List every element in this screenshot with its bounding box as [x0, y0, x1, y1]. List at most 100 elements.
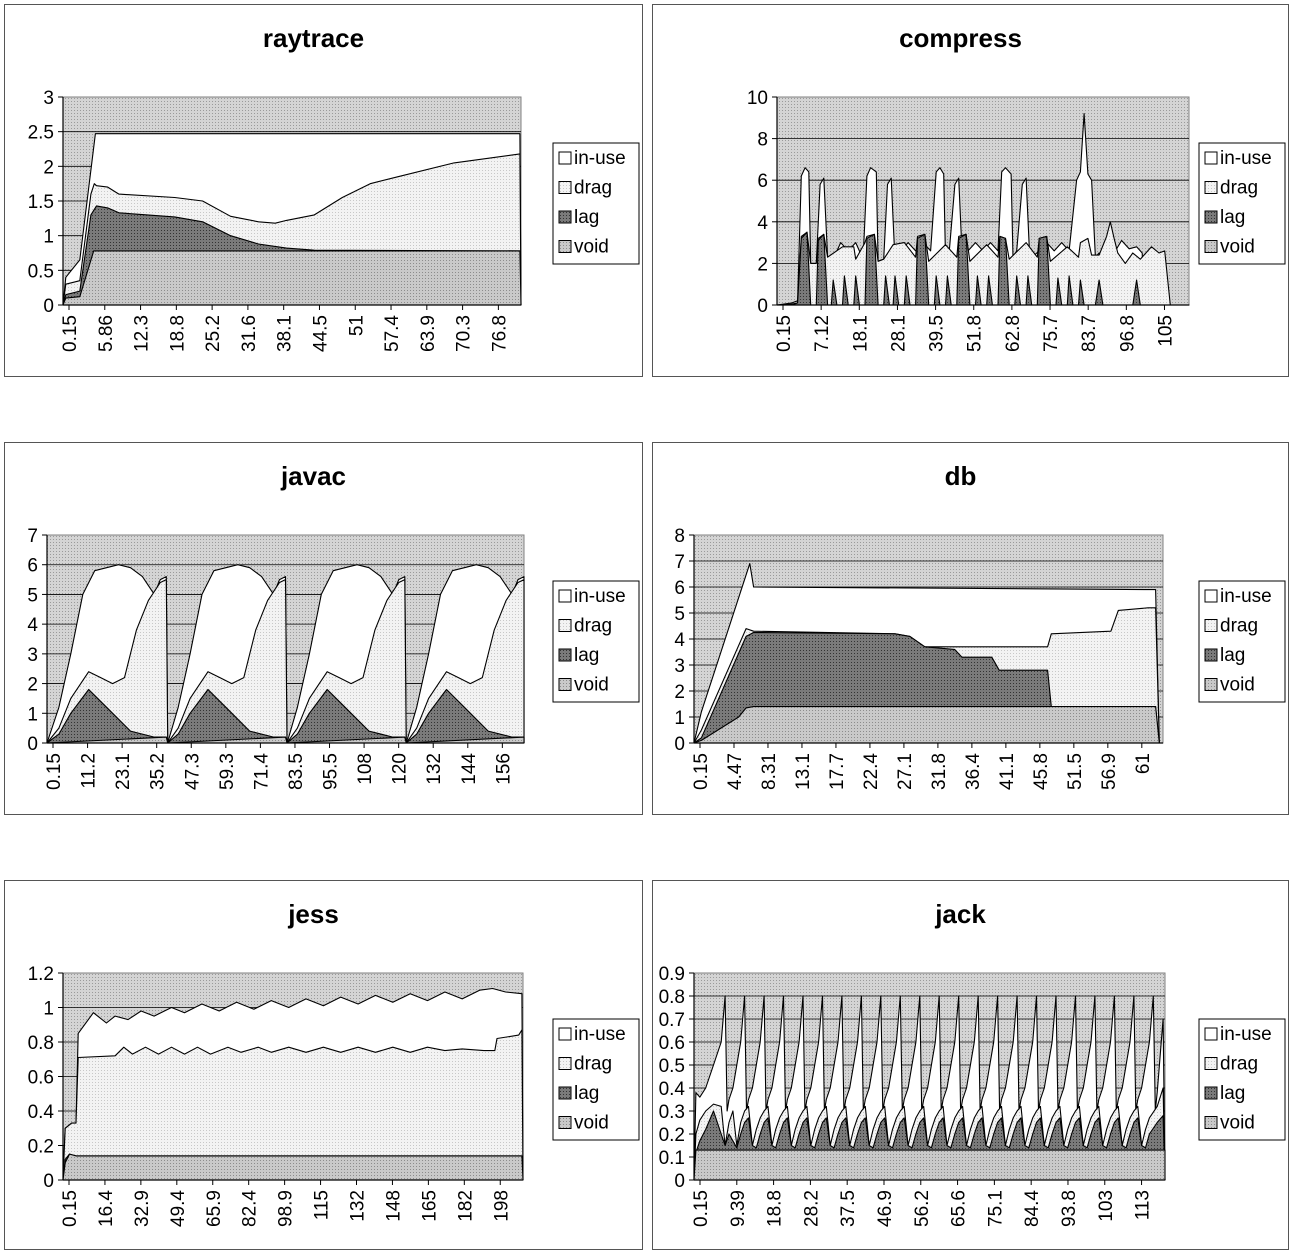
x-tick-label: 49.4 [168, 1190, 189, 1227]
series-area-void [62, 250, 522, 306]
y-tick-label: 8 [674, 526, 685, 547]
series-area-void [693, 706, 1160, 744]
chart-db: db 0 1 2 3 4 5 6 7 8 0.15 4.47 8.31 13.1 17.7 22.4 27.1 3… [674, 461, 1286, 790]
chart-panel-db: db 0 1 2 3 4 5 6 7 8 0.15 4.47 8.31 13.1 17.7 22.4 27.1 3… [652, 442, 1289, 815]
x-tick-label: 198 [491, 1190, 512, 1222]
x-tick-label: 57.4 [382, 315, 403, 352]
x-tick-label: 132 [424, 753, 445, 785]
y-tick-label: 7 [27, 526, 38, 547]
series-area-void [46, 736, 525, 744]
legend-swatch-in-use [1204, 589, 1218, 603]
x-tick-label: 105 [1155, 315, 1176, 347]
x-tick-label: 93.8 [1059, 1190, 1080, 1227]
x-tick-label: 65.6 [949, 1190, 970, 1227]
x-tick-label: 41.1 [997, 753, 1018, 790]
x-tick-label: 108 [355, 753, 376, 785]
legend-label-in-use: in-use [1220, 148, 1272, 169]
y-tick-label: 10 [747, 88, 768, 109]
legend: in-use drag lag void [552, 142, 640, 265]
x-tick-label: 4.47 [725, 753, 746, 790]
legend-label-drag: drag [574, 1054, 612, 1075]
chart-javac: javac 0 1 2 3 4 5 6 7 0.15 11.2 23.1 35.2 47.3 59.3 71.… [27, 461, 640, 790]
x-tick-label: 76.8 [489, 315, 510, 352]
x-tick-label: 23.1 [113, 753, 134, 790]
legend-swatch-void [558, 678, 572, 691]
y-tick-label: 2.5 [28, 123, 54, 144]
y-tick-label: 0 [674, 734, 685, 755]
y-tick-label: 8 [757, 130, 768, 151]
x-tick-label: 25.2 [203, 315, 224, 352]
series-area-lag [46, 688, 525, 744]
y-tick-label: 2 [757, 254, 768, 275]
x-tick-label: 47.3 [182, 753, 203, 790]
x-tick-label: 103 [1096, 1190, 1117, 1222]
y-tick-label: 0.5 [659, 1056, 685, 1077]
legend-label-lag: lag [1220, 1083, 1245, 1104]
x-tick-label: 83.5 [286, 753, 307, 790]
legend-swatch-drag [558, 1057, 572, 1070]
chart-panel-jack: jack 0 0.1 0.2 0.3 0.4 0.5 0.6 0.7 0.8 0.9 0.15 9.39… [652, 880, 1289, 1250]
y-tick-label: 1 [674, 708, 685, 729]
x-tick-label: 96.8 [1117, 315, 1138, 352]
y-tick-label: 4 [674, 630, 685, 651]
legend-label-lag: lag [1220, 207, 1245, 228]
x-tick-label: 37.5 [838, 1190, 859, 1227]
legend-label-drag: drag [574, 616, 612, 637]
legend-label-in-use: in-use [1220, 586, 1272, 607]
chart-panel-raytrace: raytrace 0 0.5 1 1.5 2 2.5 3 0.15 5.86 12.3 18.8 25.… [4, 4, 643, 377]
y-tick-label: 0.1 [659, 1148, 685, 1169]
chart-title: javac [280, 461, 346, 491]
legend-label-void: void [1220, 237, 1255, 258]
legend-label-void: void [574, 237, 609, 258]
y-tick-label: 0.8 [659, 987, 685, 1008]
x-tick-label: 113 [1133, 1190, 1154, 1220]
y-tick-label: 1.5 [28, 192, 54, 213]
x-tick-label: 51.8 [965, 315, 986, 352]
x-tick-label: 83.7 [1079, 315, 1100, 352]
y-tick-label: 1 [43, 999, 54, 1020]
legend-label-void: void [1220, 675, 1255, 696]
x-tick-label: 61 [1133, 753, 1154, 774]
y-tick-label: 3 [43, 88, 54, 109]
legend-swatch-void [558, 240, 572, 253]
y-tick-label: 2 [27, 675, 38, 696]
x-tick-label: 59.3 [217, 753, 238, 790]
legend-swatch-in-use [558, 589, 572, 603]
legend-swatch-drag [1204, 181, 1218, 194]
legend-swatch-lag [558, 648, 572, 662]
series-area-drag [46, 579, 525, 744]
x-tick-label: 144 [459, 753, 480, 785]
x-tick-label: 51 [346, 315, 367, 336]
chart-panel-compress: compress 0 2 4 6 8 10 0.15 7.12 18.1 28.1 39.5 51.8 6… [652, 4, 1289, 377]
y-tick-label: 3 [674, 656, 685, 677]
y-tick-label: 0.6 [659, 1033, 685, 1054]
x-tick-label: 28.2 [801, 1190, 822, 1227]
x-tick-label: 35.2 [148, 753, 169, 790]
legend-swatch-void [1204, 678, 1218, 691]
chart-compress: compress 0 2 4 6 8 10 0.15 7.12 18.1 28.1 39.5 51.8 6… [747, 23, 1286, 352]
x-tick-label: 32.9 [132, 1190, 153, 1227]
chart-panel-jess: jess 0 0.2 0.4 0.6 0.8 1 1.2 0.15 16.4 32.9 49.4 65.… [4, 880, 643, 1250]
legend-label-in-use: in-use [574, 586, 626, 607]
legend-label-in-use: in-use [574, 1024, 626, 1045]
legend-swatch-drag [558, 181, 572, 194]
chart-jack: jack 00.10.20.30.40.50.60.70.80.9 0.15 9.39… [659, 899, 1286, 1227]
series-area-drag [776, 221, 1190, 306]
x-tick-label: 44.5 [310, 315, 331, 352]
x-tick-label: 148 [383, 1190, 404, 1222]
x-tick-label: 5.86 [96, 315, 117, 352]
legend-swatch-lag [1204, 1086, 1218, 1100]
legend-swatch-in-use [558, 1027, 572, 1041]
y-tick-label: 0 [27, 734, 38, 755]
legend-label-in-use: in-use [1220, 1024, 1272, 1045]
legend-swatch-drag [1204, 619, 1218, 632]
chart-raytrace: raytrace 0 0.5 1 1.5 2 2.5 3 0.15 5.86 12.3 18.8 25.… [28, 23, 640, 352]
legend-label-drag: drag [1220, 616, 1258, 637]
y-tick-label: 1.2 [28, 964, 54, 985]
chart-title: db [945, 461, 977, 491]
chart-title: jack [934, 899, 986, 929]
x-tick-label: 9.39 [728, 1190, 749, 1227]
legend: in-use drag lag void [1198, 580, 1286, 703]
y-tick-label: 5 [674, 604, 685, 625]
legend-swatch-in-use [1204, 1027, 1218, 1041]
